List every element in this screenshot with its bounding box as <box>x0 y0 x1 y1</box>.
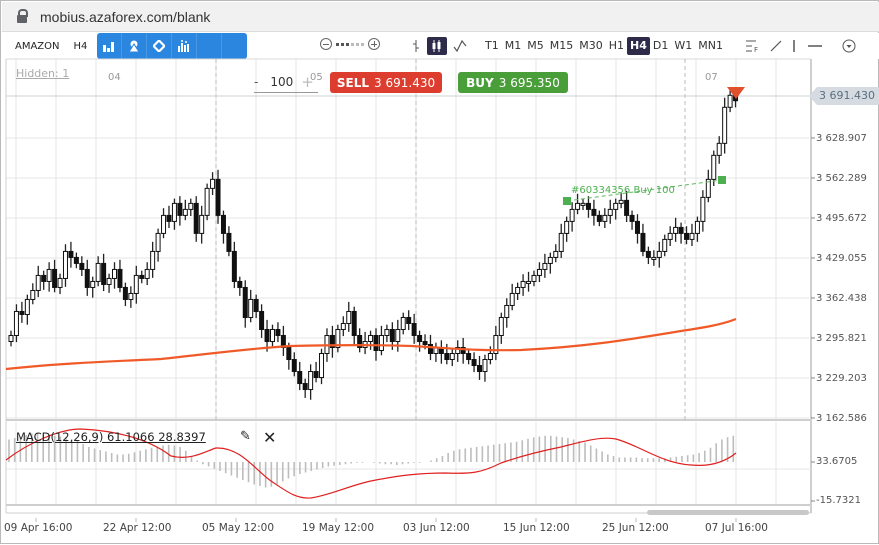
fibonacci-icon: F <box>746 40 758 52</box>
symbol-selector[interactable]: AMAZON <box>15 40 60 52</box>
horizontal-line-tool[interactable] <box>808 37 822 55</box>
price-axis-label: 3 495.672 <box>816 213 867 224</box>
time-axis-label: 19 May 12:00 <box>302 522 375 534</box>
sell-label: SELL <box>336 75 370 90</box>
buy-label: BUY <box>466 75 494 90</box>
horizontal-line-icon <box>808 45 822 47</box>
price-axis-label: 3 429.055 <box>816 253 867 264</box>
day-label: 04 <box>108 72 121 83</box>
tf-m5[interactable]: M5 <box>527 39 544 52</box>
horizontal-scrollbar[interactable] <box>647 510 809 515</box>
line-type-button[interactable] <box>452 37 468 55</box>
time-axis-label: 25 Jun 12:00 <box>602 522 669 534</box>
time-axis-label: 07 Jul 16:00 <box>705 522 768 534</box>
order-label[interactable]: #60334356 Buy 100 <box>571 185 675 196</box>
line-chart-icon <box>453 39 467 53</box>
sell-button[interactable]: SELL 3 691.430 <box>330 72 442 93</box>
macd-axis-label: -15.7321 <box>816 495 861 506</box>
svg-text:F: F <box>754 46 758 52</box>
tf-h4[interactable]: H4 <box>627 37 650 55</box>
trendline-tool[interactable] <box>770 37 782 55</box>
time-axis-label: 15 Jun 12:00 <box>503 522 570 534</box>
lock-icon <box>16 8 30 26</box>
timeframe-label[interactable]: H4 <box>73 40 88 52</box>
tf-m15[interactable]: M15 <box>549 39 574 52</box>
day-label: 07 <box>705 72 718 83</box>
dropdown-circle-icon <box>842 39 856 53</box>
tool-button-group <box>97 33 247 59</box>
volume-button[interactable] <box>172 33 197 59</box>
zoom-in-icon[interactable] <box>368 38 380 50</box>
price-axis-label: 3 295.821 <box>816 333 867 344</box>
more-tools-button[interactable] <box>842 37 856 55</box>
indicators-icon <box>128 40 140 52</box>
close-indicator-icon[interactable]: ✕ <box>263 428 277 447</box>
tf-d1[interactable]: D1 <box>652 39 669 52</box>
tf-mn1[interactable]: MN1 <box>698 39 723 52</box>
zoom-control <box>320 38 380 50</box>
hidden-objects-link[interactable]: Hidden: 1 <box>16 67 70 80</box>
quantity-decrease-button[interactable]: - <box>254 74 259 89</box>
price-axis-label: 3 628.907 <box>816 133 867 144</box>
order-current-marker[interactable] <box>718 176 726 184</box>
vertical-line-icon <box>793 40 795 52</box>
quantity-stepper[interactable]: - 100 + <box>254 71 318 93</box>
bar-chart-button[interactable] <box>97 33 122 59</box>
objects-button[interactable] <box>147 33 172 59</box>
time-axis-label: 09 Apr 16:00 <box>4 522 73 534</box>
order-entry-marker[interactable] <box>563 197 571 205</box>
price-axis-label: 3 362.438 <box>816 293 867 304</box>
bar-chart-icon <box>103 42 114 52</box>
volume-icon <box>178 40 189 52</box>
trendline-icon <box>770 40 782 52</box>
day-label: 05 <box>310 72 323 83</box>
candlestick-icon <box>432 40 441 52</box>
timeframe-list: T1 M1 M5 M15 M30 H1 H4 D1 W1 MN1 <box>482 37 726 55</box>
time-axis-label: 05 May 12:00 <box>202 522 275 534</box>
tf-t1[interactable]: T1 <box>485 39 499 52</box>
price-axis-label: 3 229.203 <box>816 373 867 384</box>
ohlc-bar-icon <box>413 40 419 52</box>
edit-indicator-icon[interactable]: ✎ <box>240 429 251 444</box>
time-axis-label: 03 Jun 12:00 <box>403 522 470 534</box>
macd-indicator-title[interactable]: MACD(12,26,9) 61.1066 28.8397 <box>16 430 206 444</box>
price-axis-label: 3 162.586 <box>816 413 867 424</box>
quantity-input[interactable]: 100 <box>270 74 294 89</box>
zoom-out-icon[interactable] <box>320 38 332 50</box>
macd-axis-label: 33.6705 <box>816 456 858 467</box>
url-text: mobius.azaforex.com/blank <box>40 8 211 25</box>
sell-price: 3 691.430 <box>374 75 436 90</box>
zoom-slider[interactable] <box>336 42 364 46</box>
time-axis-label: 22 Apr 12:00 <box>103 522 172 534</box>
fibonacci-tool[interactable]: F <box>746 37 762 55</box>
diamond-icon <box>153 40 165 52</box>
candle-type-button[interactable] <box>427 37 447 55</box>
extra-tool-button[interactable] <box>197 33 222 59</box>
buy-button[interactable]: BUY 3 695.350 <box>458 72 568 93</box>
vertical-line-tool[interactable] <box>792 37 796 55</box>
buy-price: 3 695.350 <box>498 75 560 90</box>
bar-type-button[interactable] <box>410 37 422 55</box>
indicators-button[interactable] <box>122 33 147 59</box>
address-bar[interactable]: mobius.azaforex.com/blank <box>2 2 879 32</box>
quantity-increase-button[interactable]: + <box>301 72 314 91</box>
tf-m1[interactable]: M1 <box>504 39 522 52</box>
tf-w1[interactable]: W1 <box>674 39 693 52</box>
tf-m30[interactable]: M30 <box>579 39 603 52</box>
price-axis-label: 3 562.289 <box>816 173 867 184</box>
chart-toolbar: AMAZON H4 <box>2 33 879 59</box>
tf-h1[interactable]: H1 <box>608 39 624 52</box>
last-price-marker <box>727 87 745 99</box>
current-price-tag: 3 691.430 <box>809 87 879 105</box>
